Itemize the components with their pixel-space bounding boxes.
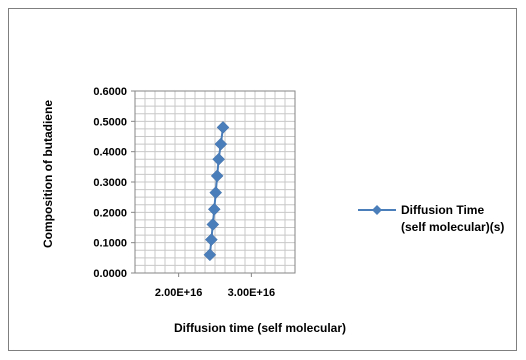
y-tick-label: 0.5000 [93, 116, 127, 128]
legend-marker-diamond [372, 205, 382, 215]
data-point [210, 169, 224, 183]
x-tick-label: 2.00E+16 [155, 287, 202, 299]
data-point [207, 202, 221, 216]
data-point [214, 137, 228, 151]
y-tick-label: 0.4000 [93, 147, 127, 159]
series-layer [203, 121, 230, 262]
legend-label-line-2: (self molecular)(s) [401, 220, 504, 234]
y-axis-title: Composition of butadiene [41, 100, 55, 248]
legend: Diffusion Time (self molecular)(s) [358, 203, 504, 234]
data-point [212, 152, 225, 166]
chart-area [8, 8, 517, 351]
y-tick-label: 0.0000 [93, 268, 127, 280]
y-tick-label: 0.6000 [93, 86, 127, 98]
y-tick-label: 0.3000 [93, 177, 127, 189]
x-tick-label: 3.00E+16 [228, 287, 275, 299]
data-point [205, 233, 218, 246]
data-point [206, 218, 220, 231]
data-point [216, 121, 230, 134]
y-tick-label: 0.1000 [93, 238, 127, 250]
x-axis-ticks: 2.00E+16 3.00E+16 [155, 273, 275, 299]
grid [135, 91, 295, 273]
y-axis-ticks: 0.0000 0.1000 0.2000 0.3000 0.4000 0.5000 0.60… [93, 86, 135, 280]
legend-label-line-1: Diffusion Time [401, 203, 484, 217]
y-tick-label: 0.2000 [93, 207, 127, 219]
data-point [209, 186, 223, 199]
x-axis-title: Diffusion time (self molecular) [174, 321, 346, 335]
data-point [203, 248, 217, 262]
